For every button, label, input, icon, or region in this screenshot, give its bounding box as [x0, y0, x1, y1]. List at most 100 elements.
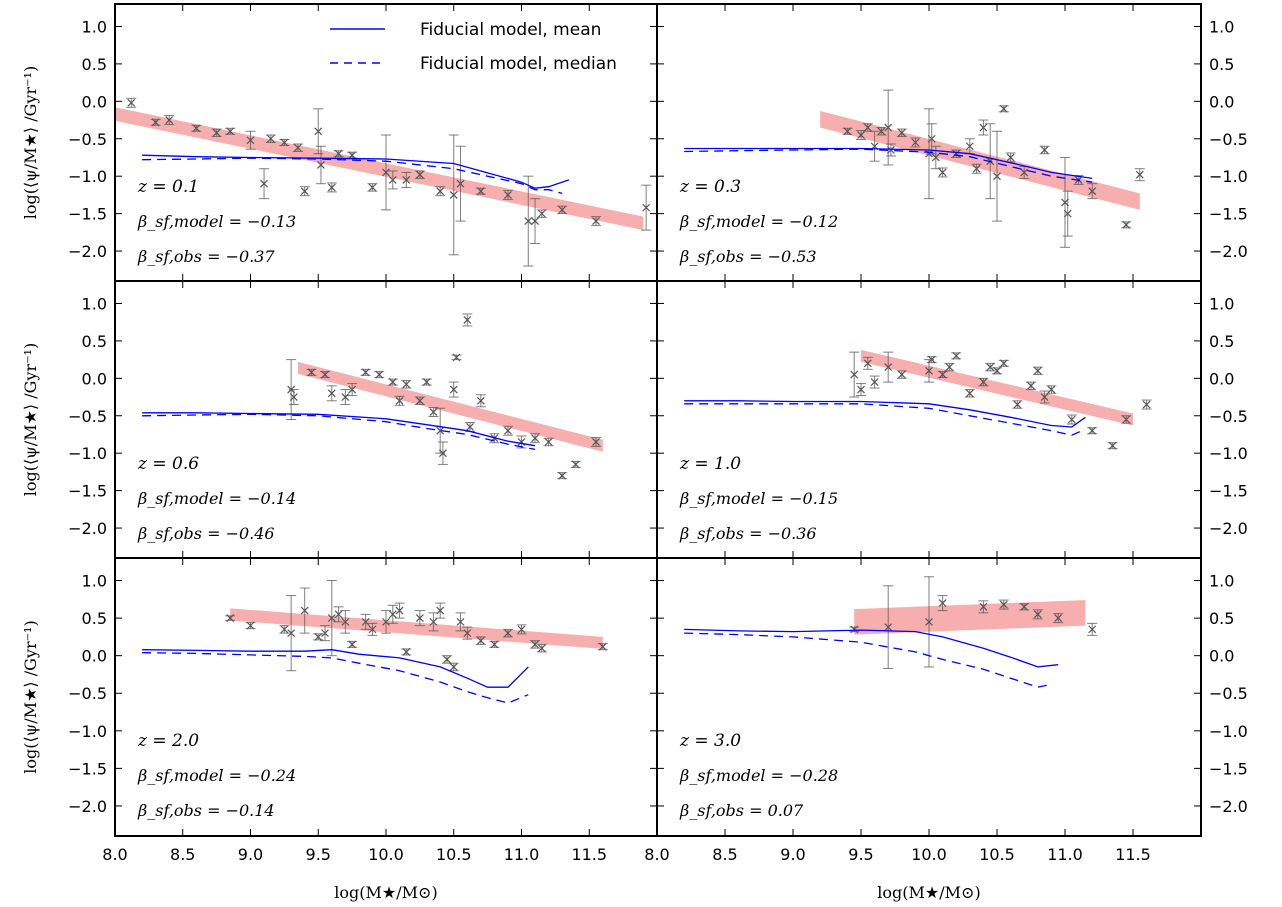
- obs-point-marker: [986, 363, 995, 372]
- obs-point-marker: [280, 138, 289, 147]
- obs-point-marker: [1108, 441, 1117, 450]
- obs-point-marker: [300, 187, 309, 196]
- y-tick-label: −0.5: [1209, 130, 1248, 149]
- panel-1: [684, 89, 1145, 248]
- obs-point-marker: [449, 385, 458, 394]
- obs-point-marker: [307, 368, 316, 377]
- x-tick-label: 8.5: [170, 845, 195, 864]
- panel-frame: [114, 280, 658, 559]
- redshift-label: z = 0.3: [679, 177, 741, 197]
- redshift-label: z = 3.0: [679, 731, 741, 751]
- y-tick-label: −1.5: [68, 482, 107, 501]
- obs-point-marker: [402, 380, 411, 389]
- obs-point-marker: [436, 187, 445, 196]
- model-mean-line: [684, 147, 1093, 180]
- y-axis-label: log(⟨ψ/M★⟩ /Gyr⁻¹): [21, 343, 40, 496]
- obs-point-marker: [226, 614, 235, 623]
- obs-point-marker: [422, 378, 431, 386]
- y-tick-label: 0.5: [82, 609, 107, 628]
- y-tick-label: −1.0: [1209, 722, 1248, 741]
- y-tick-label: 0.0: [82, 369, 107, 388]
- y-tick-label: −0.5: [1209, 684, 1248, 703]
- obs-point-marker: [361, 617, 370, 626]
- legend-mean-label: Fiducial model, mean: [420, 20, 601, 40]
- obs-point-marker: [388, 176, 397, 184]
- obs-point-marker: [1047, 385, 1056, 394]
- obs-point-marker: [857, 131, 865, 139]
- obs-point-marker: [1142, 400, 1151, 409]
- beta-obs-label: β_sf,obs = 0.07: [679, 801, 804, 820]
- obs-point-marker: [321, 629, 329, 638]
- y-tick-label: −1.0: [68, 444, 107, 463]
- obs-point-marker: [368, 183, 377, 192]
- obs-point-marker: [965, 142, 974, 151]
- x-tick-label: 11.5: [571, 845, 607, 864]
- obs-point-marker: [361, 368, 370, 377]
- obs-fit-band: [854, 600, 1086, 635]
- model-mean-line: [684, 400, 1086, 428]
- obs-point-marker: [382, 617, 390, 626]
- y-tick-label: 1.0: [1209, 17, 1234, 36]
- obs-point-marker: [449, 190, 458, 199]
- obs-point-marker: [151, 118, 160, 127]
- y-tick-label: −0.5: [68, 130, 107, 149]
- obs-point-marker: [266, 134, 275, 143]
- beta-model-label: β_sf,model = −0.14: [137, 489, 296, 508]
- obs-point-marker: [415, 170, 424, 179]
- x-tick-label: 9.5: [848, 845, 873, 864]
- obs-point-marker: [463, 629, 472, 638]
- ticks-layer: 1.0 0.5 0.0 −0.5 −1.0 −1.5 −2.0 1.0 0.5 0.0 −0.5 −1…: [68, 4, 1248, 864]
- beta-obs-label: β_sf,obs = −0.37: [137, 247, 275, 266]
- beta-obs-label: β_sf,obs = −0.53: [679, 247, 817, 266]
- obs-point-marker: [260, 179, 268, 188]
- obs-point-marker: [1063, 209, 1072, 218]
- obs-point-marker: [334, 149, 343, 158]
- obs-point-marker: [368, 625, 377, 634]
- obs-point-marker: [429, 408, 438, 416]
- obs-point-marker: [993, 172, 1001, 181]
- obs-point-marker: [642, 203, 651, 212]
- obs-point-marker: [246, 621, 255, 630]
- panel-5: [684, 576, 1098, 688]
- obs-point-marker: [436, 426, 445, 435]
- obs-point-marker: [490, 640, 499, 649]
- panel-2: [142, 313, 603, 480]
- x-tick-label: 8.0: [644, 845, 669, 864]
- obs-point-marker: [850, 370, 859, 379]
- obs-point-marker: [1020, 602, 1029, 611]
- obs-point-marker: [863, 123, 872, 132]
- y-tick-label: −2.0: [1209, 242, 1248, 261]
- obs-point-marker: [317, 161, 325, 169]
- y-tick-label: −1.5: [1209, 205, 1248, 224]
- obs-point-marker: [927, 355, 936, 364]
- obs-point-marker: [212, 128, 221, 137]
- obs-point-marker: [402, 176, 411, 184]
- redshift-label: z = 1.0: [679, 454, 741, 474]
- obs-point-marker: [348, 640, 357, 649]
- obs-point-marker: [1033, 610, 1042, 619]
- y-tick-label: 0.0: [82, 647, 107, 666]
- obs-point-marker: [931, 153, 940, 162]
- x-axis-label: log(M★/M⊙): [877, 883, 980, 902]
- x-tick-label: 10.0: [911, 845, 947, 864]
- obs-point-marker: [449, 663, 458, 671]
- obs-point-marker: [993, 366, 1001, 375]
- obs-point-marker: [938, 168, 947, 177]
- obs-point-marker: [504, 426, 512, 435]
- y-tick-label: −1.0: [68, 167, 107, 186]
- panel-frame: [114, 557, 658, 837]
- obs-point-marker: [436, 606, 445, 615]
- y-tick-label: 0.0: [82, 92, 107, 111]
- obs-point-marker: [927, 134, 936, 143]
- obs-point-marker: [388, 610, 397, 619]
- axis-labels: log(⟨ψ/M★⟩ /Gyr⁻¹) log(⟨ψ/M★⟩ /Gyr⁻¹) log(…: [21, 66, 981, 902]
- obs-point-marker: [341, 393, 350, 401]
- obs-point-marker: [571, 460, 580, 469]
- beta-obs-label: β_sf,obs = −0.14: [137, 801, 275, 820]
- beta-model-label: β_sf,model = −0.15: [679, 489, 838, 508]
- obs-point-marker: [1067, 415, 1076, 424]
- obs-point-marker: [1027, 381, 1035, 390]
- model-mean-line: [142, 649, 529, 688]
- obs-point-marker: [531, 217, 539, 226]
- y-tick-label: −1.5: [68, 205, 107, 224]
